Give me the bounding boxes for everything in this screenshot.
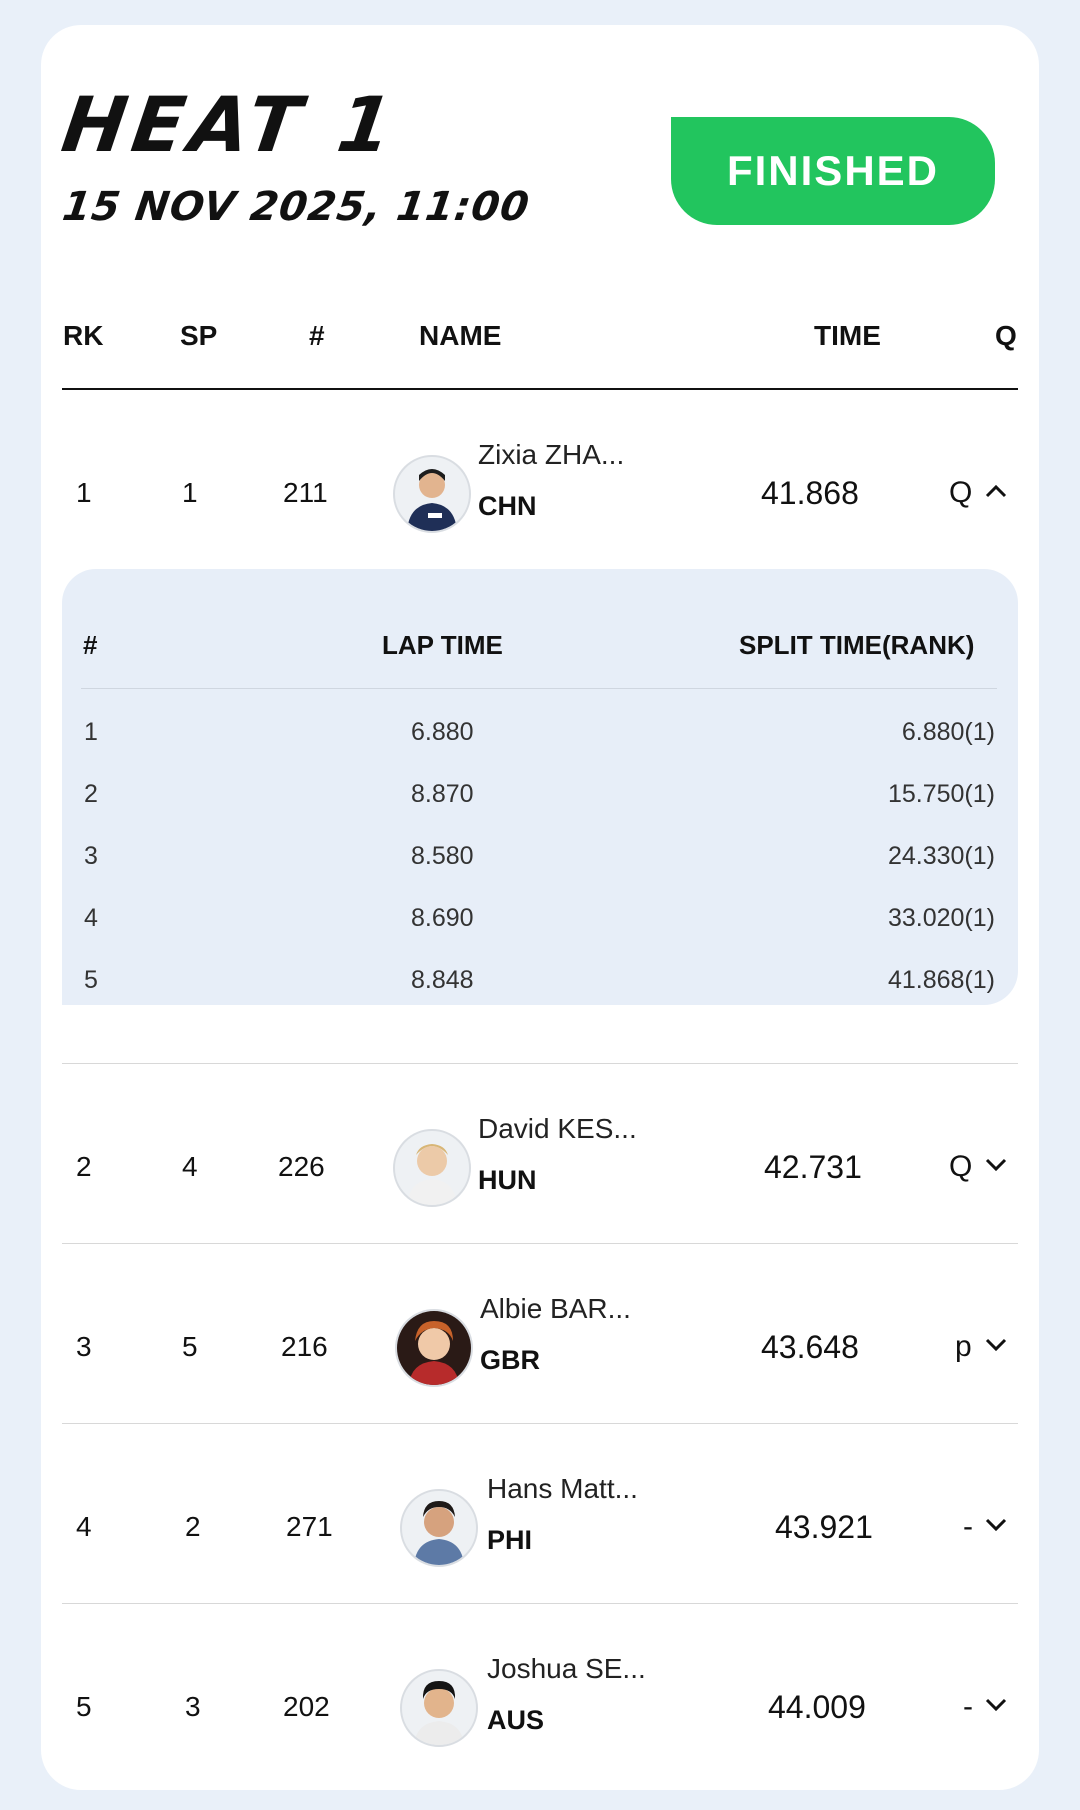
qualification-status: -: [963, 1690, 973, 1723]
rank-cell: 2: [76, 1151, 92, 1182]
qualification-status: p: [955, 1330, 972, 1363]
lap-header-lap-time: LAP TIME: [382, 630, 503, 660]
row-divider: [62, 1423, 1018, 1424]
rank-cell: 1: [76, 477, 92, 508]
heat-datetime: 15 NOV 2025, 11:00: [59, 184, 533, 230]
chevron-down-icon[interactable]: [985, 1158, 1007, 1172]
bib-number-cell: 202: [283, 1691, 330, 1722]
rank-cell: 5: [76, 1691, 92, 1722]
column-header-sp: SP: [180, 320, 218, 351]
finish-time: 43.648: [761, 1329, 859, 1365]
split-time: 15.750(1): [887, 780, 995, 808]
lap-time: 8.690: [411, 904, 474, 932]
qualification-status: -: [963, 1510, 973, 1543]
lap-header-number: #: [83, 630, 98, 660]
heat-results-card: HEAT 1 15 NOV 2025, 11:00 FINISHED RK SP…: [41, 25, 1039, 1790]
header-divider: [62, 388, 1018, 390]
athlete-country: PHI: [487, 1525, 533, 1555]
chevron-down-icon[interactable]: [985, 1698, 1007, 1712]
start-position-cell: 1: [182, 477, 198, 508]
column-header-time: TIME: [814, 320, 881, 351]
start-position-cell: 3: [185, 1691, 201, 1722]
row-divider: [62, 1603, 1018, 1604]
bib-number-cell: 211: [283, 477, 328, 508]
split-time: 6.880(1): [901, 718, 995, 746]
athlete-country: AUS: [487, 1705, 545, 1735]
avatar: [395, 1309, 473, 1387]
lap-number: 5: [84, 966, 98, 994]
athlete-name: Joshua SE...: [487, 1653, 646, 1684]
avatar: [400, 1669, 478, 1747]
bib-number-cell: 271: [286, 1511, 333, 1542]
chevron-up-icon[interactable]: [985, 484, 1007, 498]
start-position-cell: 4: [182, 1151, 198, 1182]
rank-cell: 4: [76, 1511, 92, 1542]
athlete-name: Hans Matt...: [487, 1473, 638, 1504]
finish-time: 43.921: [775, 1509, 873, 1545]
chevron-down-icon[interactable]: [985, 1338, 1007, 1352]
lap-time: 8.848: [411, 966, 474, 994]
qualification-status: Q: [949, 476, 973, 509]
avatar: [393, 1129, 471, 1207]
athlete-name: Albie BAR...: [480, 1293, 631, 1324]
avatar: [393, 455, 471, 533]
row-divider: [62, 1063, 1018, 1064]
lap-number: 1: [84, 718, 98, 746]
rank-cell: 3: [76, 1331, 92, 1362]
lap-time: 8.580: [411, 842, 474, 870]
split-time: 24.330(1): [887, 842, 995, 870]
bib-number-cell: 216: [281, 1331, 328, 1362]
column-header-name: NAME: [419, 320, 502, 351]
status-badge: FINISHED: [671, 117, 995, 225]
chevron-down-icon[interactable]: [985, 1518, 1007, 1532]
lap-number: 2: [84, 780, 98, 808]
qualification-status: Q: [949, 1150, 973, 1183]
bib-number-cell: 226: [278, 1151, 325, 1182]
lap-divider: [81, 688, 997, 689]
lap-time: 8.870: [411, 780, 474, 808]
column-header-rk: RK: [63, 320, 104, 351]
column-header-number: #: [309, 320, 325, 351]
finish-time: 41.868: [761, 475, 859, 511]
lap-header-split-time: SPLIT TIME(RANK): [739, 630, 975, 660]
athlete-name: David KES...: [478, 1113, 637, 1144]
heat-title: HEAT 1: [56, 80, 404, 169]
athlete-country: HUN: [478, 1165, 537, 1195]
lap-number: 3: [84, 842, 98, 870]
split-time: 33.020(1): [887, 904, 995, 932]
start-position-cell: 2: [185, 1511, 201, 1542]
finish-time: 42.731: [764, 1149, 862, 1185]
lap-time: 6.880: [411, 718, 474, 746]
lap-number: 4: [84, 904, 98, 932]
start-position-cell: 5: [182, 1331, 198, 1362]
avatar: [400, 1489, 478, 1567]
split-time: 41.868(1): [887, 966, 995, 994]
column-header-q: Q: [995, 320, 1017, 351]
athlete-name: Zixia ZHA...: [478, 439, 625, 470]
lap-splits-panel: [62, 569, 1018, 1005]
athlete-country: CHN: [478, 491, 537, 521]
row-divider: [62, 1243, 1018, 1244]
athlete-country: GBR: [480, 1345, 540, 1375]
finish-time: 44.009: [768, 1689, 866, 1725]
